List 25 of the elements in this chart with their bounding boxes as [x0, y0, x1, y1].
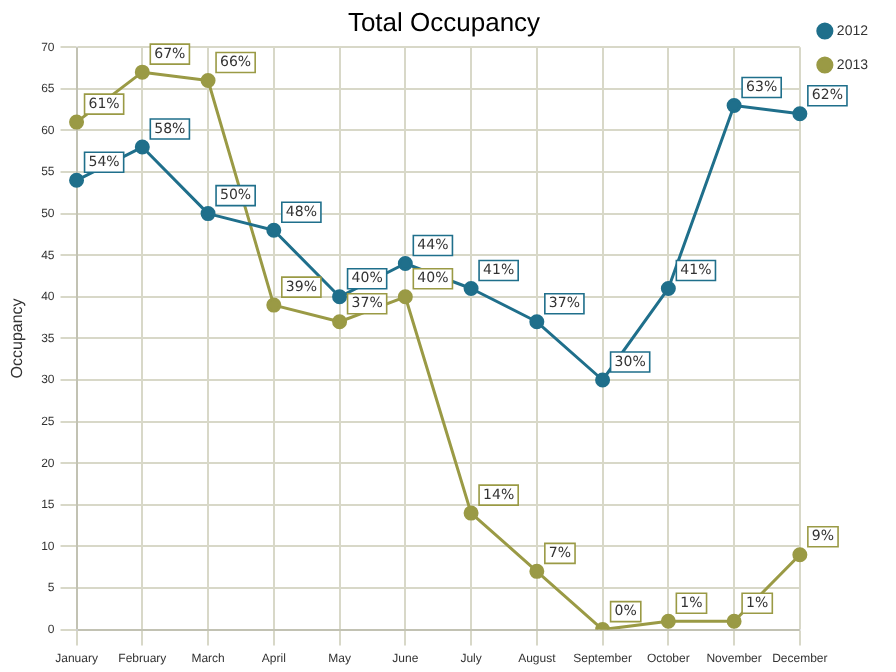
- point: [463, 505, 479, 521]
- point: [266, 222, 282, 238]
- point: [529, 563, 545, 579]
- point: [595, 372, 611, 388]
- point: [660, 280, 676, 296]
- point: [726, 97, 742, 113]
- point: [200, 72, 216, 88]
- point: [726, 613, 742, 629]
- point: [397, 256, 413, 272]
- point: [792, 547, 808, 563]
- point: [134, 139, 150, 155]
- point: [397, 289, 413, 305]
- point: [332, 314, 348, 330]
- point: [463, 280, 479, 296]
- point: [660, 613, 676, 629]
- y-axis-title: Occupancy: [8, 298, 27, 379]
- point: [69, 114, 85, 130]
- point: [266, 297, 282, 313]
- point: [134, 64, 150, 80]
- point: [200, 206, 216, 222]
- point: [332, 289, 348, 305]
- chart-title: Total Occupancy: [347, 6, 542, 37]
- point: [792, 106, 808, 122]
- point: [69, 172, 85, 188]
- point: [529, 314, 545, 330]
